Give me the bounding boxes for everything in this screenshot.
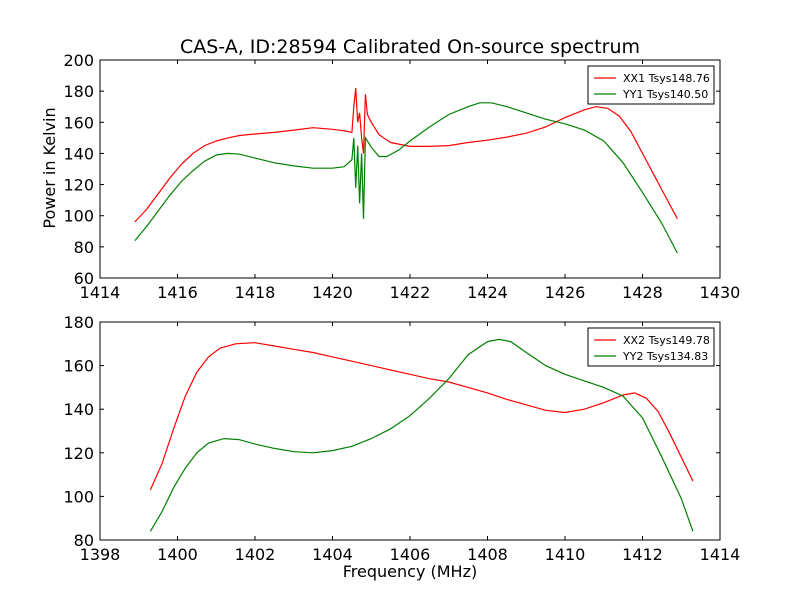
bottom-x-tick-label: 1404 <box>312 545 353 564</box>
top-y-tick-label: 100 <box>63 207 94 226</box>
bottom-y-tick-label: 180 <box>63 313 94 332</box>
bottom-x-tick-label: 1412 <box>622 545 663 564</box>
top-y-tick-label: 140 <box>63 144 94 163</box>
top-x-tick-label: 1422 <box>390 283 431 302</box>
bottom-legend-label-2: YY2 Tsys134.83 <box>622 350 708 363</box>
top-x-tick-label: 1430 <box>700 283 741 302</box>
top-y-tick-label: 200 <box>63 51 94 70</box>
bottom-y-tick-label: 80 <box>74 531 94 550</box>
bottom-y-tick-label: 100 <box>63 487 94 506</box>
bottom-plot: 1398 1400 1402 1404 1406 1408 1410 1412 1414 80 10… <box>63 313 740 564</box>
top-series-line-1 <box>134 87 678 223</box>
top-legend-box <box>587 65 715 105</box>
bottom-x-tick-label: 1400 <box>157 545 198 564</box>
bottom-series-line-2 <box>149 338 694 532</box>
top-plot: 1414 1416 1418 1420 1422 1424 1426 1428 1430 60 80… <box>63 51 740 302</box>
bottom-series-line-1 <box>149 342 694 491</box>
bottom-y-tick-label: 120 <box>63 444 94 463</box>
top-y-tick-label: 60 <box>74 269 94 288</box>
x-axis-label: Frequency (MHz) <box>343 562 477 581</box>
bottom-x-tick-label: 1408 <box>467 545 508 564</box>
bottom-x-tick-label: 1406 <box>390 545 431 564</box>
bottom-x-tick-label: 1398 <box>80 545 121 564</box>
bottom-legend-box <box>587 327 715 367</box>
top-legend: XX1 Tsys148.76 YY1 Tsys140.50 <box>587 65 715 105</box>
top-x-tick-label: 1424 <box>467 283 508 302</box>
bottom-y-tick-label: 140 <box>63 400 94 419</box>
top-x-tick-label: 1416 <box>157 283 198 302</box>
bottom-legend-label-1: XX2 Tsys149.78 <box>623 334 710 347</box>
top-x-tick-label: 1428 <box>622 283 663 302</box>
top-y-tick-label: 180 <box>63 82 94 101</box>
top-y-tick-label: 120 <box>63 176 94 195</box>
top-x-tick-label: 1418 <box>235 283 276 302</box>
bottom-x-tick-label: 1410 <box>545 545 586 564</box>
bottom-x-tick-label: 1414 <box>700 545 741 564</box>
top-legend-label-1: XX1 Tsys148.76 <box>623 72 710 85</box>
top-x-tick-label: 1414 <box>80 283 121 302</box>
bottom-x-tick-label: 1402 <box>235 545 276 564</box>
top-x-tick-label: 1420 <box>312 283 353 302</box>
chart-title: CAS-A, ID:28594 Calibrated On-source spe… <box>180 36 640 58</box>
top-x-tick-label: 1426 <box>545 283 586 302</box>
bottom-legend: XX2 Tsys149.78 YY2 Tsys134.83 <box>587 327 715 367</box>
top-legend-label-2: YY1 Tsys140.50 <box>622 88 708 101</box>
bottom-y-tick-label: 160 <box>63 357 94 376</box>
top-y-tick-label: 80 <box>74 238 94 257</box>
top-y-tick-label: 160 <box>63 113 94 132</box>
y-axis-label: Power in Kelvin <box>40 107 59 228</box>
top-series-line-2 <box>134 102 678 254</box>
